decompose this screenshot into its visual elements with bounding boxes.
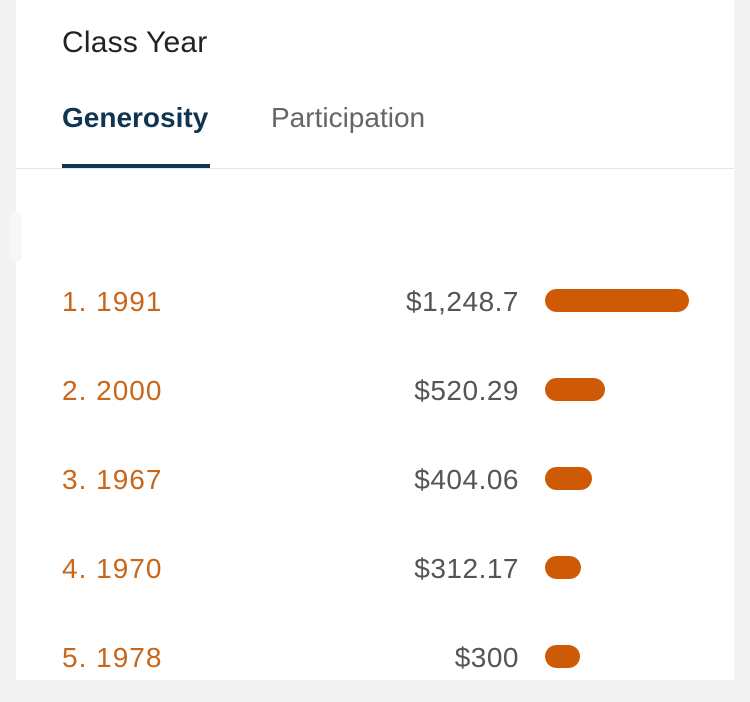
page-title: Class Year bbox=[62, 26, 208, 59]
ranking-label: 2. 2000 bbox=[62, 375, 163, 406]
ranking-amount: $404.06 bbox=[414, 464, 519, 495]
ranking-bar bbox=[545, 556, 581, 579]
ranking-bar bbox=[545, 378, 605, 401]
ranking-bar bbox=[545, 467, 592, 490]
ranking-row[interactable]: 4. 1970 $312.17 bbox=[16, 525, 734, 613]
ranking-bar bbox=[545, 289, 689, 312]
ranking-label: 1. 1991 bbox=[62, 286, 163, 317]
ranking-amount: $1,248.7 bbox=[406, 286, 519, 317]
ranking-label: 4. 1970 bbox=[62, 553, 163, 584]
ranking-amount: $300 bbox=[454, 642, 519, 673]
class-year-card: Class Year Generosity Participation 1. 1… bbox=[10, 0, 734, 680]
ranking-label: 3. 1967 bbox=[62, 464, 163, 495]
ranking-amount: $312.17 bbox=[414, 553, 519, 584]
ranking-row[interactable]: 2. 2000 $520.29 bbox=[16, 347, 734, 435]
ranking-bar bbox=[545, 645, 580, 668]
tab-generosity[interactable]: Generosity bbox=[62, 102, 211, 168]
ranking-row[interactable]: 1. 1991 $1,248.7 bbox=[16, 258, 734, 346]
placeholder-block bbox=[10, 212, 22, 262]
ranking-amount: $520.29 bbox=[414, 375, 519, 406]
ranking-row[interactable]: 3. 1967 $404.06 bbox=[16, 436, 734, 524]
tab-participation[interactable]: Participation bbox=[271, 102, 426, 133]
tab-bar: Generosity Participation bbox=[16, 96, 734, 169]
ranking-row[interactable]: 5. 1978 $300 bbox=[16, 614, 734, 702]
ranking-label: 5. 1978 bbox=[62, 642, 163, 673]
